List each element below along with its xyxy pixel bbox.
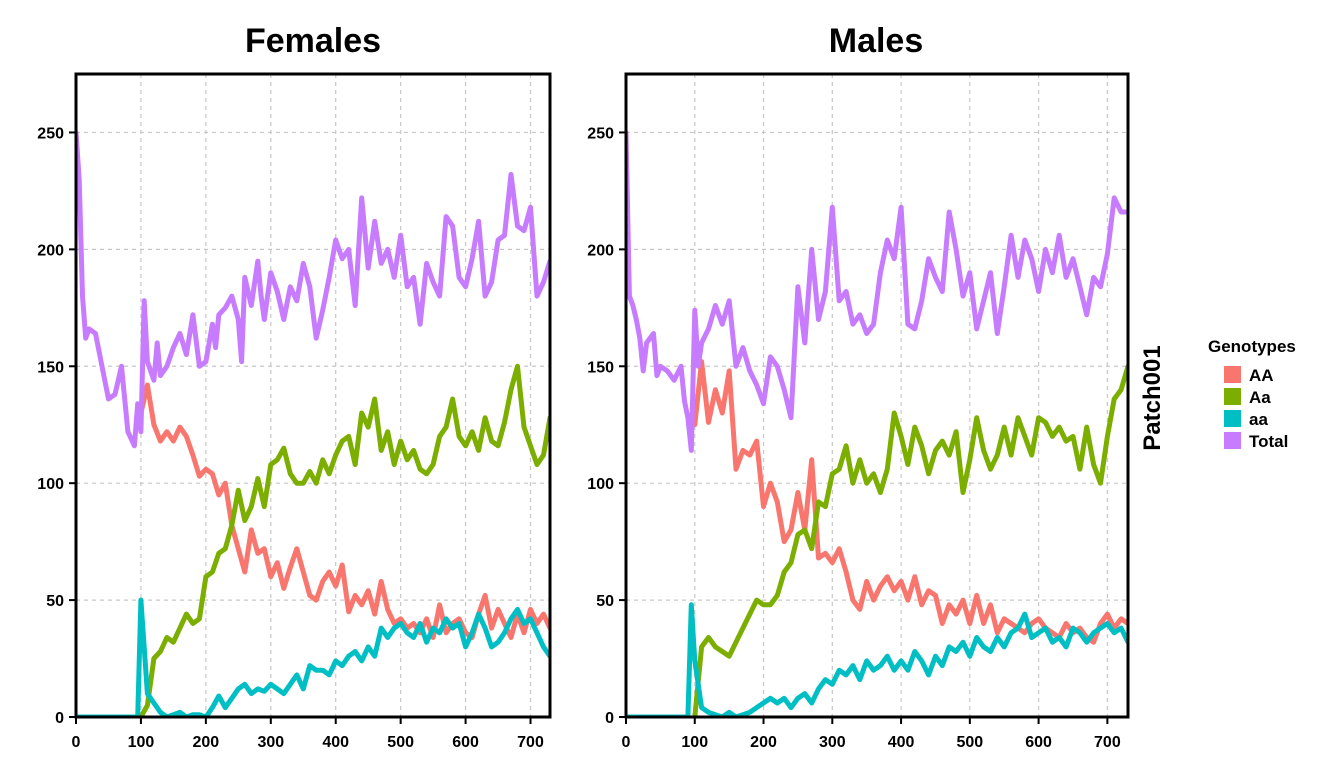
legend-entry-total: Total	[1224, 432, 1288, 451]
y-tick-label: 100	[587, 476, 614, 493]
panel-title-females: Females	[245, 22, 381, 60]
x-tick-label: 300	[257, 734, 284, 751]
x-tick-label: 0	[72, 734, 81, 751]
legend-swatch	[1224, 388, 1241, 405]
panel-title-males: Males	[829, 22, 924, 60]
x-tick-label: 100	[128, 734, 155, 751]
x-tick-label: 500	[956, 734, 983, 751]
series-line-aa-males	[692, 363, 1128, 717]
y-tick-label: 150	[587, 359, 614, 376]
x-tick-label: 0	[622, 734, 631, 751]
panel-females: Females 0 100 200 300 400 500 600 700 0 50 100 150 20…	[37, 22, 552, 751]
series-line-total-males	[626, 130, 1128, 453]
legend-entry-aa: AA	[1224, 366, 1274, 385]
x-tick-label: 200	[193, 734, 220, 751]
x-tick-label: 600	[1025, 734, 1052, 751]
x-tick-label: 700	[517, 734, 544, 751]
legend-swatch	[1224, 432, 1241, 449]
series-line-aa-females	[76, 597, 550, 717]
series-line-aa-females	[138, 382, 550, 640]
series-line-aa-females	[138, 363, 550, 717]
x-tick-label: 700	[1094, 734, 1121, 751]
legend-label: Total	[1249, 432, 1288, 451]
legend: Genotypes AA Aa aa Total	[1208, 337, 1296, 451]
y-tick-label: 0	[605, 710, 614, 727]
y-tick-label: 100	[37, 476, 64, 493]
x-tick-label: 300	[819, 734, 846, 751]
grid-males	[626, 74, 1128, 717]
grid-females	[76, 74, 550, 717]
series-line-aa-males	[626, 602, 1128, 717]
panel-frame-females	[74, 72, 552, 719]
y-tick-label: 250	[587, 125, 614, 142]
legend-entry-aa: aa	[1224, 410, 1268, 429]
legend-entry-aa: Aa	[1224, 388, 1271, 407]
y-tick-label: 150	[37, 359, 64, 376]
x-tick-label: 400	[888, 734, 915, 751]
y-tick-label: 50	[46, 593, 64, 610]
legend-swatch	[1224, 366, 1241, 383]
panel-frame-males	[624, 72, 1130, 719]
legend-label: AA	[1249, 366, 1274, 385]
x-tick-label: 100	[681, 734, 708, 751]
x-tick-label: 400	[322, 734, 349, 751]
y-tick-label: 200	[587, 242, 614, 259]
x-tick-label: 600	[452, 734, 479, 751]
legend-label: aa	[1249, 410, 1268, 429]
x-tick-label: 500	[387, 734, 414, 751]
y-tick-label: 200	[37, 242, 64, 259]
legend-entries: AA Aa aa Total	[1224, 366, 1288, 451]
y-tick-label: 250	[37, 125, 64, 142]
legend-label: Aa	[1249, 388, 1271, 407]
x-tick-label: 200	[750, 734, 777, 751]
series-females	[76, 130, 550, 717]
panel-males: Males 0 100 200 300 400 500 600 700 0 50 100 150 200 2…	[587, 22, 1130, 751]
strip-label-patch: Patch001	[1139, 345, 1166, 450]
series-line-total-females	[76, 130, 550, 449]
series-line-aa-males	[692, 359, 1128, 645]
legend-swatch	[1224, 410, 1241, 427]
y-tick-label: 0	[55, 710, 64, 727]
series-males	[626, 130, 1128, 717]
legend-title: Genotypes	[1208, 337, 1296, 356]
y-tick-label: 50	[596, 593, 614, 610]
